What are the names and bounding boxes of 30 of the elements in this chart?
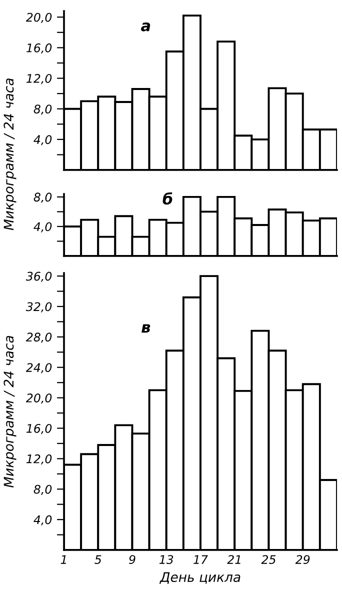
y-tick-label: 36,0 [26,272,52,282]
y-tick-label: 4,0 [34,135,52,146]
x-tick-label: 5 [94,555,102,564]
y-tick-label: 16,0 [26,424,52,434]
y-tick-label: 8,0 [34,192,52,203]
annotation: а [141,22,150,32]
y-tick-label: 24,0 [26,363,52,374]
y-tick-label: 8,0 [34,484,52,495]
y-tick-label: 28,0 [26,332,52,343]
x-tick-label: 9 [129,555,136,564]
y-tick-label: 4,0 [34,515,52,526]
y-tick-label: 16,0 [26,43,52,54]
y-tick-label: 8,0 [34,104,52,115]
y-tick-label: 32,0 [26,302,52,312]
annotation: в [142,324,150,333]
y-axis-title: Микрограмм / 24 часа [4,78,16,230]
x-tick-label: 25 [261,555,276,564]
x-axis-title: День цикла [159,572,240,584]
y-tick-label: 4,0 [34,222,52,232]
x-tick-label: 1 [60,555,66,564]
x-tick-label: 21 [227,555,240,564]
x-tick-label: 29 [295,555,310,564]
y-tick-label: 20,0 [26,12,52,23]
x-tick-label: 13 [159,555,174,564]
y-axis-title: Микрограмм / 24 часа [4,336,16,488]
x-tick-label: 17 [194,555,208,564]
y-tick-label: 12,0 [26,74,52,84]
annotation: б [162,192,172,205]
y-tick-label: 20,0 [26,394,52,404]
y-tick-label: 12,0 [26,454,52,465]
